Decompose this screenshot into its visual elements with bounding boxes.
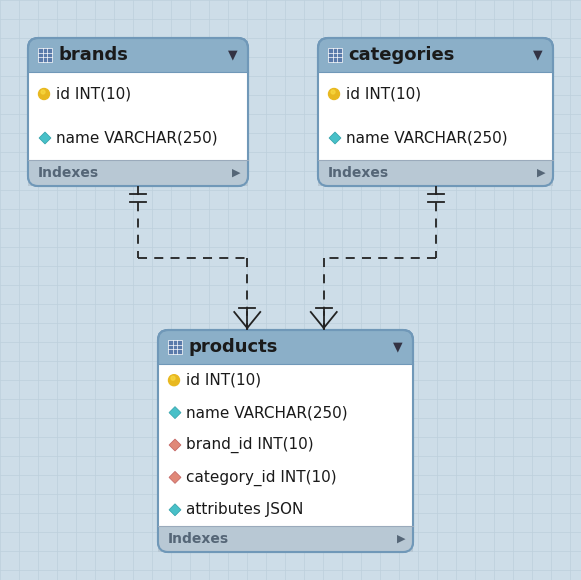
FancyBboxPatch shape (28, 38, 248, 186)
Text: Indexes: Indexes (328, 166, 389, 180)
Text: ▼: ▼ (228, 49, 238, 61)
Text: ▼: ▼ (393, 340, 403, 353)
Text: name VARCHAR(250): name VARCHAR(250) (186, 405, 347, 420)
Text: ▶: ▶ (231, 168, 240, 178)
Circle shape (331, 90, 335, 94)
Circle shape (328, 89, 339, 100)
Text: id INT(10): id INT(10) (56, 86, 131, 102)
Bar (318, 160, 553, 186)
Bar (158, 526, 413, 552)
FancyBboxPatch shape (318, 38, 553, 186)
Polygon shape (169, 439, 181, 451)
Text: name VARCHAR(250): name VARCHAR(250) (346, 130, 508, 146)
Polygon shape (329, 132, 341, 144)
Bar (318, 72, 553, 160)
Bar (328, 48, 342, 62)
Text: category_id INT(10): category_id INT(10) (186, 469, 336, 485)
Circle shape (171, 376, 175, 380)
Text: ▶: ▶ (396, 534, 405, 544)
Text: id INT(10): id INT(10) (186, 373, 261, 387)
Bar (28, 160, 248, 186)
Text: id INT(10): id INT(10) (346, 86, 421, 102)
Polygon shape (169, 407, 181, 419)
FancyBboxPatch shape (28, 160, 248, 186)
Text: brand_id INT(10): brand_id INT(10) (186, 437, 314, 453)
Text: ▶: ▶ (536, 168, 545, 178)
Text: Indexes: Indexes (168, 532, 229, 546)
Circle shape (168, 375, 180, 386)
Polygon shape (169, 472, 181, 483)
Text: brands: brands (58, 46, 128, 64)
Text: name VARCHAR(250): name VARCHAR(250) (56, 130, 218, 146)
FancyBboxPatch shape (158, 330, 413, 552)
Text: products: products (188, 338, 277, 356)
Text: categories: categories (348, 46, 454, 64)
Bar (38, 48, 52, 62)
Text: Indexes: Indexes (38, 166, 99, 180)
Bar (158, 364, 413, 526)
Circle shape (38, 89, 49, 100)
FancyBboxPatch shape (158, 526, 413, 552)
Polygon shape (39, 132, 51, 144)
FancyBboxPatch shape (318, 160, 553, 186)
Bar (28, 72, 248, 160)
Polygon shape (169, 504, 181, 516)
Text: attributes JSON: attributes JSON (186, 502, 303, 517)
Text: ▼: ▼ (533, 49, 543, 61)
Circle shape (41, 90, 45, 94)
Bar (168, 340, 182, 354)
